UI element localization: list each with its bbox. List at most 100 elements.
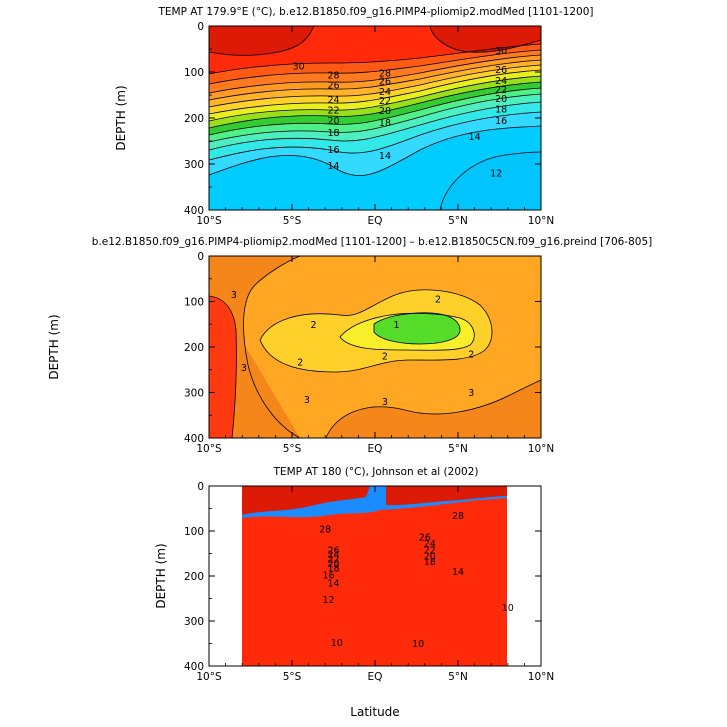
contour-label: 14: [379, 151, 391, 162]
panel2-title: b.e12.B1850.f09_g16.PIMP4-pliomip2.modMe…: [92, 236, 652, 248]
contour-label: 28: [452, 511, 464, 522]
contour-label: 26: [419, 532, 431, 543]
contour-label: 18: [327, 563, 339, 574]
y-axis-title: DEPTH (m): [114, 85, 128, 150]
contour-label: 16: [322, 571, 334, 582]
panel3-title: TEMP AT 180 (°C), Johnson et al (2002): [273, 466, 479, 478]
x-tick-label: 10°S: [196, 443, 222, 455]
x-tick-label: 5°N: [448, 443, 468, 455]
contour-label: 28: [327, 70, 339, 81]
x-tick-label: 5°S: [283, 671, 302, 683]
chart-panel-model-temp: TEMP AT 179.9°E (°C), b.e12.B1850.f09_g1…: [114, 6, 594, 227]
contour-label: 22: [424, 545, 436, 556]
contour-label: 3: [304, 395, 310, 406]
contour-label: 24: [327, 95, 339, 106]
contour-label: 14: [469, 132, 481, 143]
contour-label: 30: [495, 46, 507, 57]
panel1-contour-fill: [209, 26, 541, 210]
contour-label: 2: [297, 358, 303, 369]
contour-label: 28: [379, 68, 391, 79]
y-tick-label: 0: [197, 481, 204, 493]
y-tick-label: 200: [184, 571, 204, 583]
panel2-contour-fill: [209, 256, 541, 438]
contour-label: 18: [379, 118, 391, 129]
chart-panel-observed-temp: TEMP AT 180 (°C), Johnson et al (2002) 2…: [154, 466, 554, 683]
contour-label: 22: [379, 96, 391, 107]
x-tick-label: 10°N: [528, 215, 554, 227]
x-tick-label: EQ: [368, 671, 383, 683]
contour-label: 30: [293, 62, 305, 73]
contour-label: 10: [331, 638, 343, 649]
x-tick-label: EQ: [368, 443, 383, 455]
contour-label: 26: [327, 545, 339, 556]
contour-label: 18: [327, 128, 339, 139]
panel2-contour-labels: 3 3 3 3 3 2 2 2 2 2 1: [231, 290, 474, 408]
contour-label: 10: [412, 639, 424, 650]
y-tick-label: 100: [184, 297, 204, 309]
chart-panel-difference: b.e12.B1850.f09_g16.PIMP4-pliomip2.modMe…: [47, 236, 652, 455]
x-tick-label: 10°S: [196, 215, 222, 227]
contour-label: 18: [424, 557, 436, 568]
y-tick-label: 400: [184, 433, 204, 445]
contour-label: 18: [495, 104, 507, 115]
contour-label: 26: [327, 80, 339, 91]
contour-label: 28: [319, 524, 331, 535]
contour-label: 26: [379, 77, 391, 88]
contour-label: 16: [327, 145, 339, 156]
y-tick-label: 300: [184, 159, 204, 171]
x-tick-label: 10°S: [196, 671, 222, 683]
contour-label: 20: [327, 559, 339, 570]
y-tick-label: 400: [184, 205, 204, 217]
contour-label: 24: [495, 76, 507, 87]
contour-label: 12: [490, 169, 502, 180]
contour-label: 2: [382, 352, 388, 363]
contour-label: 3: [231, 290, 237, 301]
y-tick-label: 400: [184, 661, 204, 673]
contour-label: 3: [241, 363, 247, 374]
panel3-contour-fill: [242, 486, 507, 666]
x-tick-label: 5°N: [448, 671, 468, 683]
contour-label: 14: [327, 161, 339, 172]
contour-label: 2: [435, 295, 441, 306]
contour-label: 20: [379, 106, 391, 117]
x-tick-label: 10°N: [528, 671, 554, 683]
contour-label: 20: [495, 94, 507, 105]
y-tick-label: 0: [197, 21, 204, 33]
panel1-title: TEMP AT 179.9°E (°C), b.e12.B1850.f09_g1…: [157, 6, 593, 18]
contour-label: 16: [495, 116, 507, 127]
y-tick-label: 200: [184, 342, 204, 354]
contour-label: 24: [327, 550, 339, 561]
contour-label: 3: [382, 397, 388, 408]
y-axis-title: DEPTH (m): [154, 543, 168, 608]
y-tick-label: 300: [184, 388, 204, 400]
contour-label: 20: [424, 551, 436, 562]
contour-label: 2: [311, 320, 317, 331]
contour-label: 22: [495, 85, 507, 96]
contour-label: 2: [468, 349, 474, 360]
y-tick-label: 300: [184, 616, 204, 628]
y-axis-title: DEPTH (m): [47, 314, 61, 379]
y-tick-label: 100: [184, 67, 204, 79]
y-tick-label: 100: [184, 526, 204, 538]
contour-label: 24: [424, 539, 436, 550]
contour-label: 26: [495, 65, 507, 76]
x-tick-label: 5°S: [283, 443, 302, 455]
x-tick-label: 5°S: [283, 215, 302, 227]
contour-label: 12: [322, 595, 334, 606]
contour-label: 1: [394, 320, 400, 331]
y-tick-label: 0: [197, 251, 204, 263]
panel2-axes: 10°S 5°S EQ 5°N 10°N 0 100 200 300 400 DEPTH (m): [47, 251, 554, 455]
contour-label: 20: [327, 116, 339, 127]
x-tick-label: 10°N: [528, 443, 554, 455]
contour-label: 24: [379, 87, 391, 98]
contour-label: 3: [468, 388, 474, 399]
x-tick-label: EQ: [368, 215, 383, 227]
y-tick-label: 200: [184, 113, 204, 125]
contour-label: 22: [327, 554, 339, 565]
x-axis-title: Latitude: [350, 705, 399, 719]
contour-label: 22: [327, 106, 339, 117]
contour-label: 14: [452, 567, 464, 578]
panel3-contour-labels: 28282626242422222020181816141412101010: [319, 511, 514, 650]
panel1-axes: 10°S 5°S EQ 5°N 10°N 0 100 200 300 400 DEPTH (m): [114, 21, 554, 227]
